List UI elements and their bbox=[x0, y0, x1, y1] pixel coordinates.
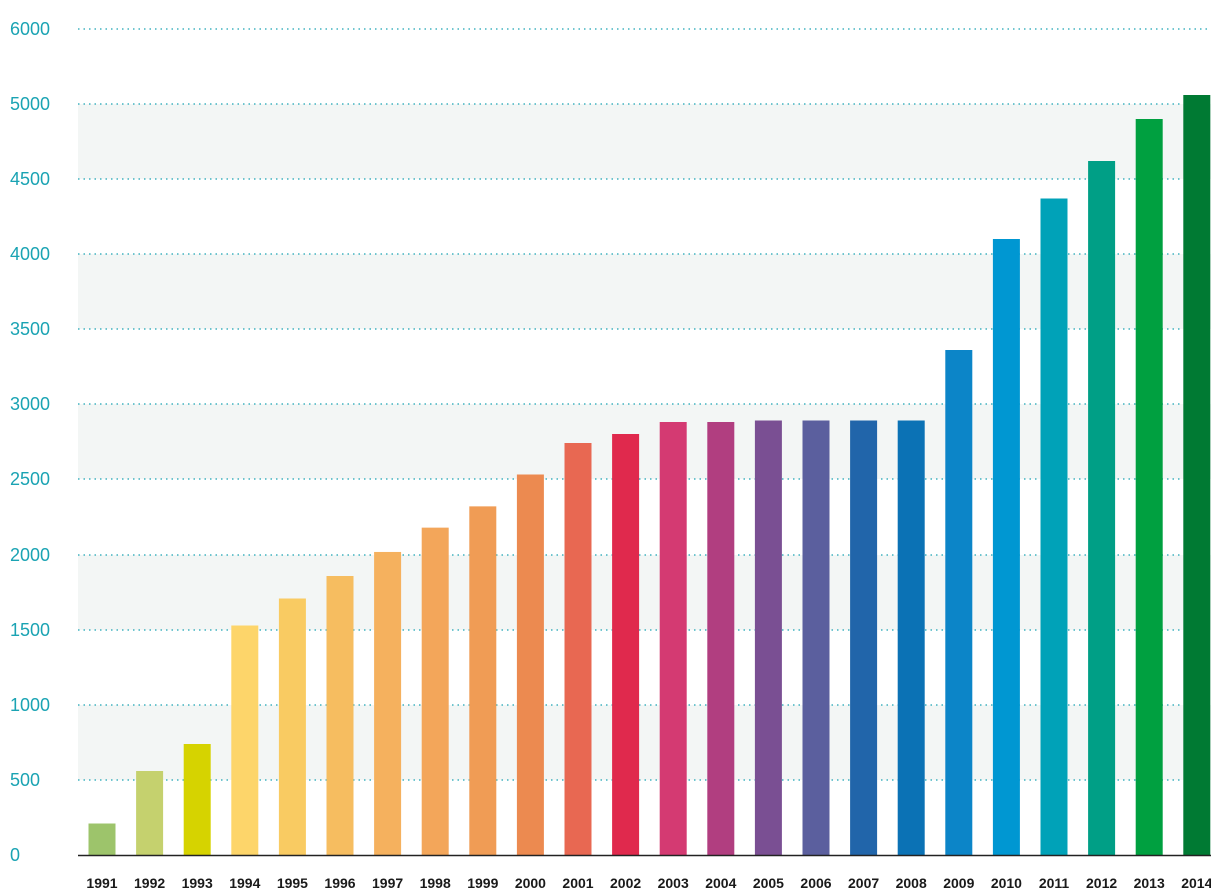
bar-2010 bbox=[992, 239, 1020, 855]
bar-2012 bbox=[1088, 161, 1116, 855]
bar-2014 bbox=[1183, 95, 1211, 855]
x-tick-label: 1995 bbox=[277, 875, 308, 891]
background-band bbox=[78, 630, 1211, 705]
x-tick-label: 1996 bbox=[324, 875, 355, 891]
bar-1999 bbox=[469, 506, 497, 855]
x-tick-label: 2000 bbox=[515, 875, 546, 891]
x-tick-label: 1994 bbox=[229, 875, 260, 891]
background-band bbox=[78, 404, 1211, 479]
y-tick-label: 2000 bbox=[10, 545, 50, 565]
y-tick-label: 1000 bbox=[10, 695, 50, 715]
x-tick-label: 2013 bbox=[1134, 875, 1165, 891]
bar-2003 bbox=[659, 422, 687, 855]
y-tick-label: 3000 bbox=[10, 394, 50, 414]
x-tick-label: 1993 bbox=[182, 875, 213, 891]
bar-1996 bbox=[326, 576, 354, 855]
x-axis-ticks: 1991 1992 1993 1994 1995 1996 1997 1998 1999 2000… bbox=[86, 875, 1211, 891]
x-tick-label: 2001 bbox=[562, 875, 593, 891]
y-tick-label: 0 bbox=[10, 845, 20, 865]
bar-1994 bbox=[231, 625, 259, 855]
y-tick-label: 6000 bbox=[10, 19, 50, 39]
bar-2011 bbox=[1040, 198, 1068, 855]
bar-2006 bbox=[802, 420, 830, 855]
x-tick-label: 2012 bbox=[1086, 875, 1117, 891]
bar-1993 bbox=[183, 744, 211, 855]
x-tick-label: 1991 bbox=[86, 875, 117, 891]
bar-2009 bbox=[945, 350, 973, 855]
x-tick-label: 2010 bbox=[991, 875, 1022, 891]
x-tick-label: 2004 bbox=[705, 875, 736, 891]
background-band bbox=[78, 780, 1211, 855]
background-band bbox=[78, 705, 1211, 780]
bar-1998 bbox=[421, 527, 449, 855]
y-tick-label: 1500 bbox=[10, 620, 50, 640]
x-tick-label: 2007 bbox=[848, 875, 879, 891]
x-tick-label: 2002 bbox=[610, 875, 641, 891]
background-band bbox=[78, 104, 1211, 179]
y-tick-label: 4000 bbox=[10, 244, 50, 264]
x-tick-label: 2008 bbox=[896, 875, 927, 891]
x-tick-label: 2011 bbox=[1039, 875, 1070, 891]
x-tick-label: 1997 bbox=[372, 875, 403, 891]
bar-2000 bbox=[516, 474, 544, 855]
y-tick-label: 3500 bbox=[10, 319, 50, 339]
bar-2001 bbox=[564, 443, 592, 855]
gridlines bbox=[78, 28, 1211, 781]
bar-1995 bbox=[278, 598, 306, 855]
x-tick-label: 2005 bbox=[753, 875, 784, 891]
bar-2007 bbox=[850, 420, 878, 855]
bar-1992 bbox=[136, 771, 164, 855]
bar-1997 bbox=[374, 551, 402, 855]
background-band bbox=[78, 29, 1211, 104]
y-tick-label: 500 bbox=[10, 770, 40, 790]
bar-2013 bbox=[1135, 119, 1163, 855]
x-tick-label: 2003 bbox=[658, 875, 689, 891]
x-tick-label: 1992 bbox=[134, 875, 165, 891]
y-tick-label: 5000 bbox=[10, 94, 50, 114]
x-tick-label: 1999 bbox=[467, 875, 498, 891]
background-band bbox=[78, 254, 1211, 329]
x-tick-label: 2009 bbox=[943, 875, 974, 891]
bars bbox=[88, 95, 1211, 855]
y-tick-label: 4500 bbox=[10, 169, 50, 189]
y-axis-ticks: 0 500 1000 1500 2000 2500 3000 3500 4000 4500 5000… bbox=[10, 19, 50, 865]
bar-2008 bbox=[897, 420, 925, 855]
bar-1991 bbox=[88, 823, 116, 855]
x-tick-label: 1998 bbox=[420, 875, 451, 891]
x-tick-label: 2014 bbox=[1181, 875, 1211, 891]
bar-2004 bbox=[707, 422, 735, 855]
background-bands bbox=[78, 29, 1211, 855]
bar-2005 bbox=[754, 420, 782, 855]
y-tick-label: 2500 bbox=[10, 469, 50, 489]
bar-2002 bbox=[612, 434, 640, 855]
x-tick-label: 2006 bbox=[800, 875, 831, 891]
background-band bbox=[78, 555, 1211, 630]
background-band bbox=[78, 329, 1211, 404]
background-band bbox=[78, 479, 1211, 555]
background-band bbox=[78, 179, 1211, 254]
